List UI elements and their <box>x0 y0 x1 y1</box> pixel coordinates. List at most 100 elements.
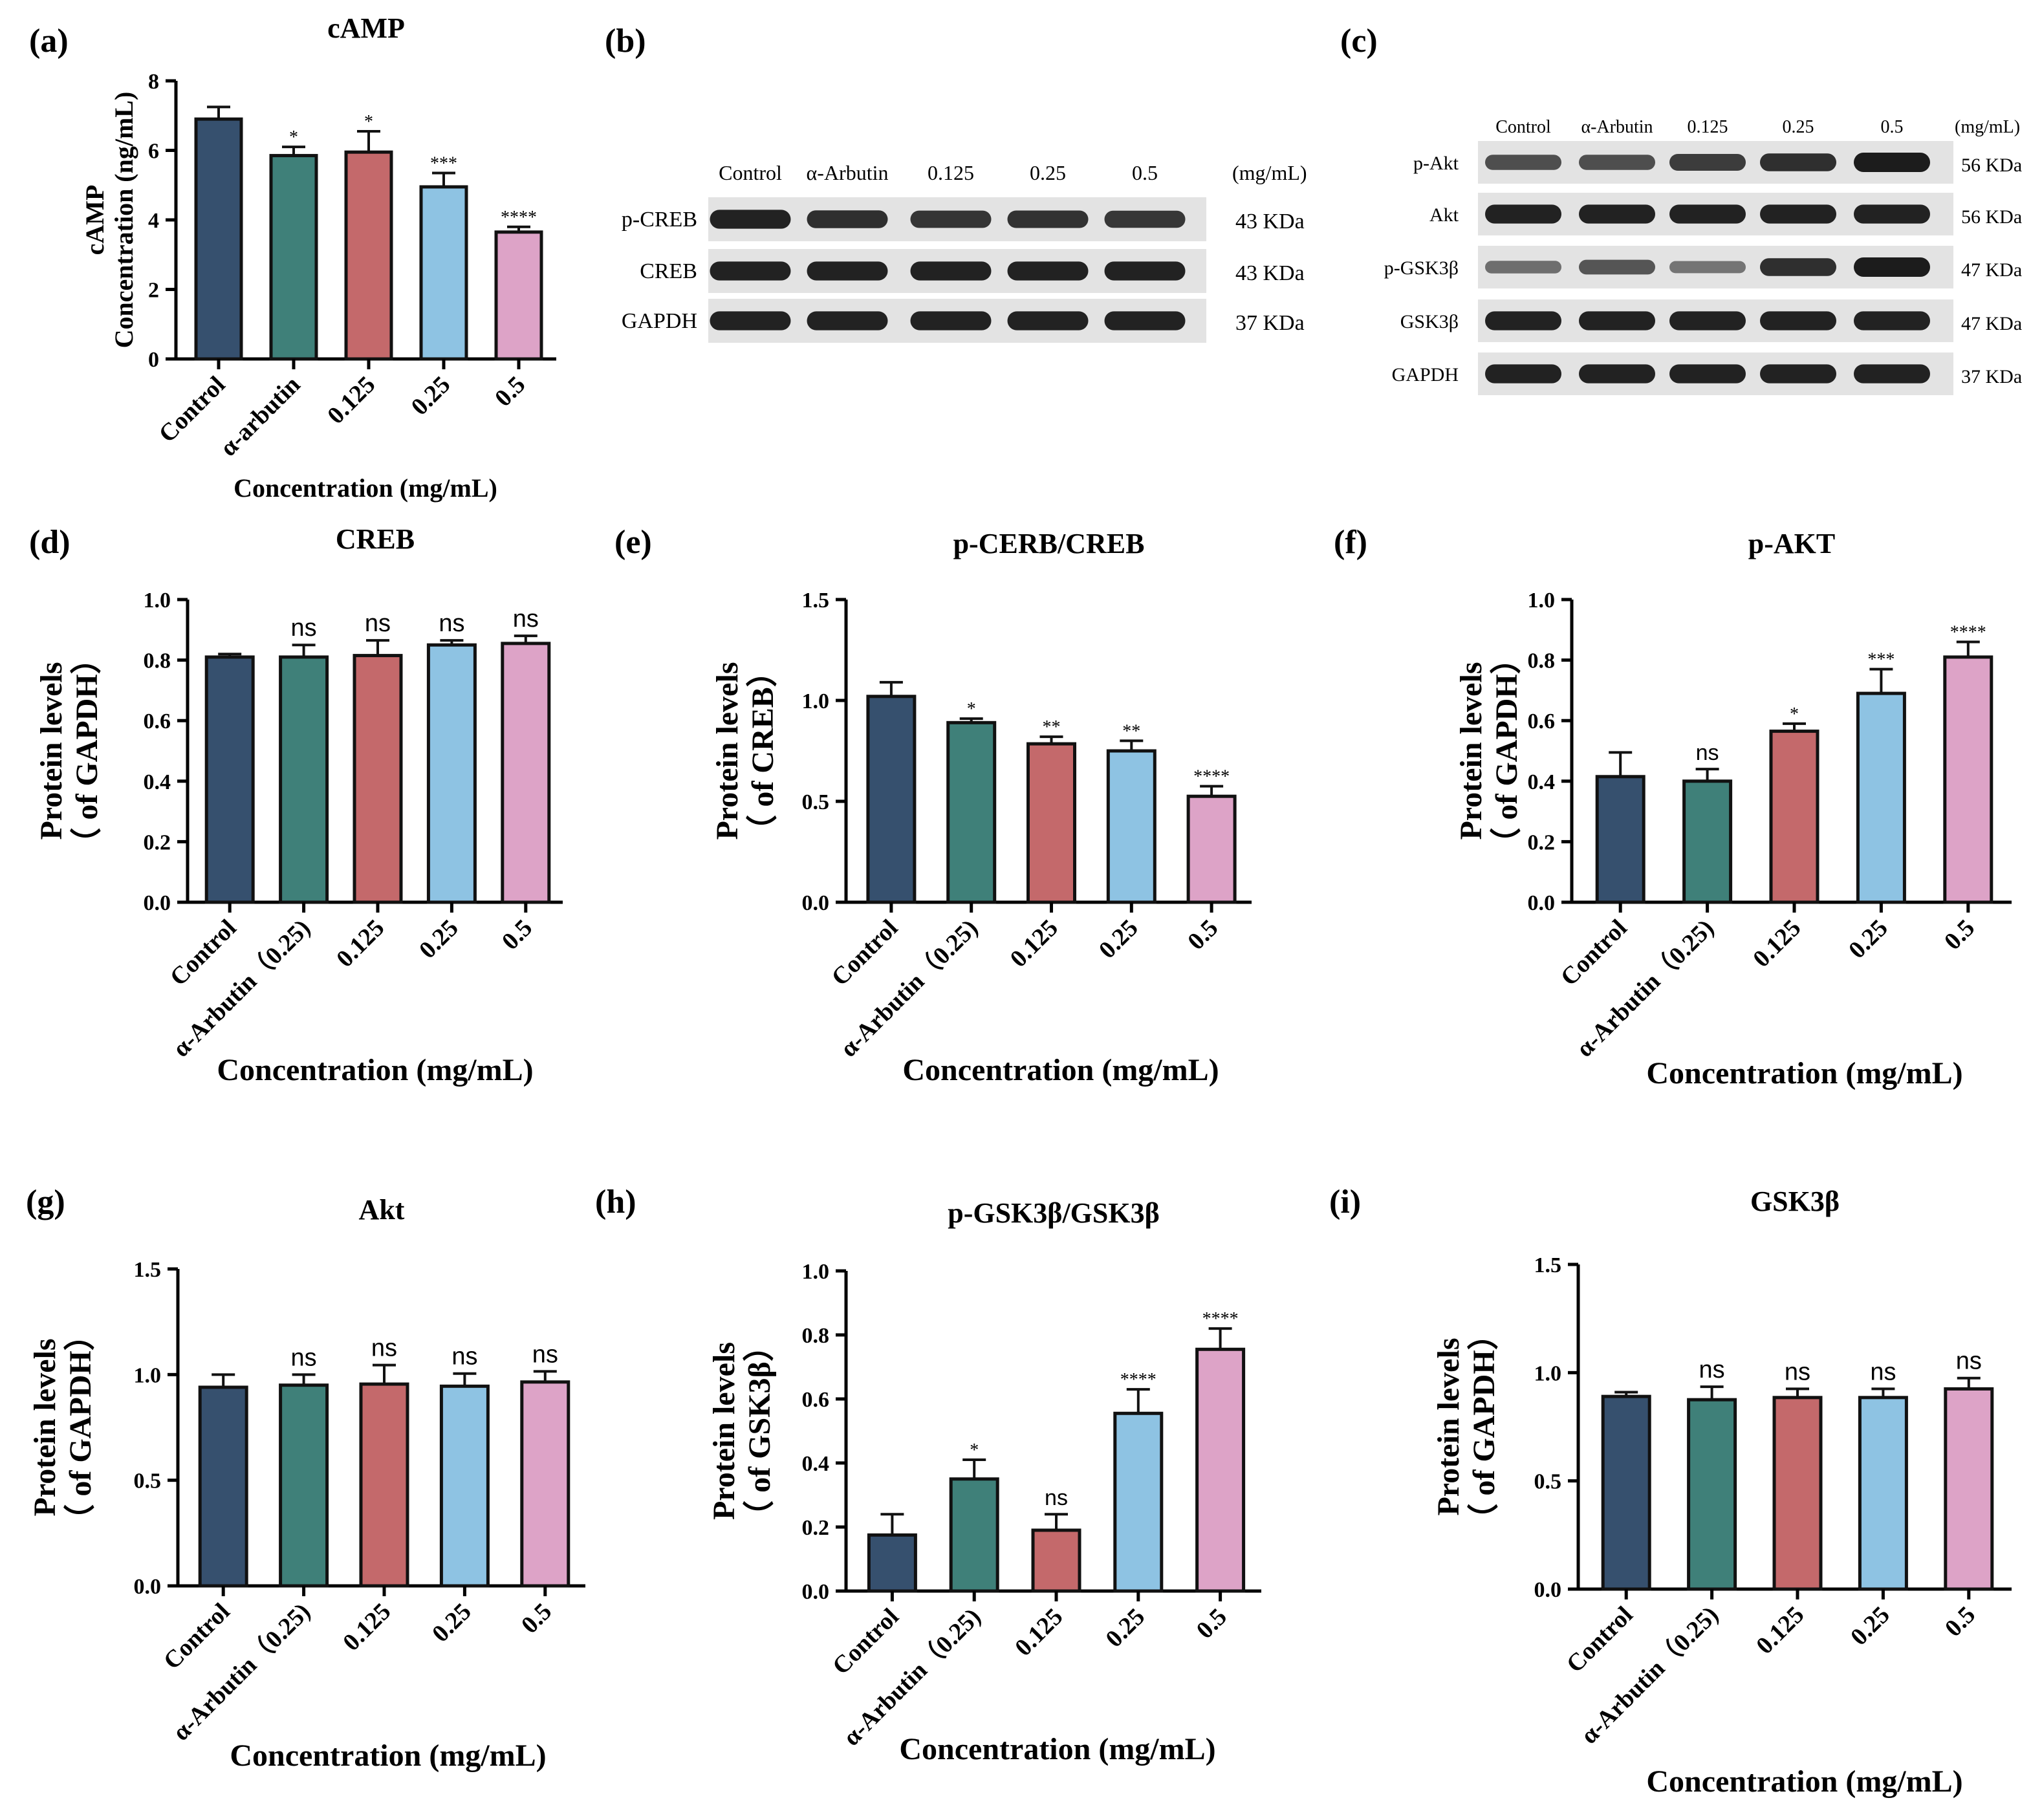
bar <box>194 117 243 361</box>
protein-band <box>1854 153 1930 172</box>
y-tick-label: 0.0 <box>802 1580 830 1604</box>
y-tick-label: 1.0 <box>134 1363 162 1387</box>
protein-band <box>1579 155 1655 170</box>
western-blot-panel-b: (b) Control α-Arbutin 0.125 0.25 0.5 (mg/mL) p-… <box>605 23 1307 343</box>
x-axis-label: Concentration (mg/mL) <box>234 473 497 503</box>
bar <box>439 1384 490 1588</box>
significance-label: ns <box>371 1335 397 1362</box>
lane-label: 0.5 <box>1132 161 1158 184</box>
y-tick-label: 0 <box>148 348 159 372</box>
protein-band <box>710 261 791 281</box>
significance-label: **** <box>1202 1309 1239 1329</box>
x-tick-label: Control <box>165 915 242 991</box>
significance-label: ** <box>1122 721 1140 741</box>
y-axis-label: （ of GAPDH） <box>1490 643 1524 858</box>
bar <box>1943 655 1993 904</box>
lane-label: α-Arbutin <box>1581 117 1653 137</box>
protein-band <box>1007 261 1089 281</box>
bar <box>1595 775 1646 904</box>
significance-label: ns <box>1696 741 1719 765</box>
protein-band <box>1104 261 1186 281</box>
protein-band <box>807 261 888 281</box>
bar <box>269 154 318 361</box>
y-tick-label: 0.5 <box>134 1469 162 1493</box>
protein-band <box>910 261 992 281</box>
x-tick-label: 0.5 <box>1191 1603 1232 1644</box>
bar <box>1195 1347 1246 1593</box>
y-tick-label: 0.2 <box>802 1516 830 1540</box>
panel-label: (h) <box>595 1184 636 1220</box>
chart-panel-i: (i) GSK3β 0.0 0.5 1.0 1.5 Protein levels （ of G… <box>1329 1184 2012 1799</box>
protein-band <box>1485 155 1561 170</box>
y-tick-label: 1.0 <box>1534 1361 1562 1385</box>
protein-band <box>1854 311 1930 330</box>
unit-label: (mg/mL) <box>1232 161 1307 184</box>
y-axis-label: Protein levels <box>28 1338 62 1516</box>
protein-band <box>1669 364 1746 384</box>
molecular-weight-label: 47 KDa <box>1961 259 2022 281</box>
bar <box>1031 1528 1081 1593</box>
lane-label: 0.125 <box>1688 117 1728 137</box>
significance-label: *** <box>430 153 457 173</box>
x-tick-label: 0.25 <box>427 1598 477 1648</box>
bar <box>1772 1396 1823 1591</box>
panel-label: (g) <box>26 1184 65 1220</box>
y-tick-label: 0.6 <box>1528 710 1556 733</box>
significance-label: *** <box>1867 650 1895 670</box>
chart-title: p-CERB/CREB <box>953 528 1145 559</box>
y-tick-label: 0.6 <box>144 710 171 733</box>
molecular-weight-label: 47 KDa <box>1961 313 2022 334</box>
chart-panel-g: (g) Akt 0.0 0.5 1.0 1.5 Protein levels （ of GAP… <box>26 1184 585 1773</box>
y-axis-label: Concentration (ng/mL) <box>109 92 138 349</box>
bar <box>520 1380 570 1588</box>
protein-band <box>1760 364 1836 384</box>
significance-label: ns <box>1785 1358 1810 1385</box>
molecular-weight-label: 43 KDa <box>1235 210 1305 233</box>
protein-band <box>1760 311 1836 330</box>
y-tick-label: 6 <box>148 140 159 164</box>
y-tick-label: 0.0 <box>1528 891 1556 915</box>
bar <box>344 150 393 361</box>
bar <box>419 185 468 361</box>
x-tick-label: 0.125 <box>1005 915 1063 973</box>
bar <box>1769 730 1819 904</box>
x-axis-label: Concentration (mg/mL) <box>902 1053 1219 1087</box>
bar <box>494 230 543 361</box>
significance-label: ns <box>1699 1356 1725 1383</box>
blot-row-label: Akt <box>1429 204 1459 226</box>
x-axis-label: Concentration (mg/mL) <box>1646 1056 1962 1090</box>
x-tick-label: 0.25 <box>406 371 456 421</box>
x-tick-label: Control <box>1561 1601 1638 1678</box>
y-axis-label: Protein levels <box>34 662 69 840</box>
lane-label: 0.25 <box>1030 161 1066 184</box>
panel-label: (c) <box>1340 23 1378 60</box>
y-tick-label: 1.0 <box>802 1260 830 1284</box>
y-tick-label: 0.0 <box>802 891 830 915</box>
x-tick-label: 0.5 <box>490 371 530 412</box>
bar <box>946 720 997 904</box>
blot-row-label: GAPDH <box>622 309 697 333</box>
y-axis-label: Protein levels <box>1454 662 1488 840</box>
y-tick-label: 0.0 <box>144 891 171 915</box>
x-tick-label: Control <box>158 1598 235 1675</box>
protein-band <box>807 311 888 330</box>
protein-band <box>1485 261 1561 274</box>
y-axis-label: cAMP <box>80 185 109 255</box>
x-tick-label: 0.5 <box>1940 1601 1981 1642</box>
lane-label: Control <box>719 161 782 184</box>
molecular-weight-label: 56 KDa <box>1961 206 2022 228</box>
y-axis-label: （ of CREB） <box>746 656 780 845</box>
protein-band <box>910 311 992 330</box>
bar <box>1186 794 1237 904</box>
significance-label: ns <box>291 614 317 642</box>
x-axis-label: Concentration (mg/mL) <box>230 1739 546 1773</box>
x-tick-label: 0.25 <box>1094 915 1144 964</box>
protein-band <box>1669 261 1746 274</box>
blot-row-label: GSK3β <box>1400 311 1459 332</box>
x-tick-label: 0.25 <box>414 915 464 964</box>
x-axis-label: Concentration (mg/mL) <box>1646 1764 1962 1799</box>
significance-label: ns <box>1870 1358 1896 1385</box>
significance-label: ns <box>365 610 391 637</box>
bar <box>198 1385 248 1588</box>
